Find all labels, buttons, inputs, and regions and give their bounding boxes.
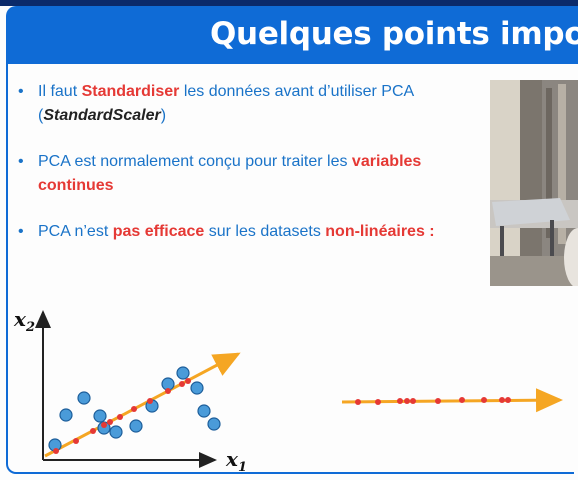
- projection-point: [375, 399, 381, 405]
- projection-point: [404, 398, 410, 404]
- projection-point: [397, 398, 403, 404]
- data-point: [129, 419, 143, 433]
- x-axis-label: x1: [225, 447, 247, 475]
- bullet-item: • Il faut Standardiser les données avant…: [18, 80, 488, 128]
- bullet-highlight: variables continues: [38, 153, 422, 194]
- projection-point: [179, 381, 185, 387]
- slide-title: Quelques points import: [210, 16, 578, 52]
- projection-point: [435, 398, 441, 404]
- top-bar: [0, 0, 578, 6]
- data-point: [77, 391, 91, 405]
- projection-point: [107, 419, 113, 425]
- projection-point: [481, 397, 487, 403]
- bullet-highlight: non-linéaires :: [325, 223, 435, 240]
- projection-point: [459, 397, 465, 403]
- bullet-highlight: pas efficace: [112, 223, 205, 240]
- data-point: [109, 425, 123, 439]
- bullet-list: • Il faut Standardiser les données avant…: [18, 80, 488, 266]
- data-point: [207, 417, 221, 431]
- projection-point: [355, 399, 361, 405]
- bullet-highlight: Standardiser: [81, 83, 180, 100]
- projection-point: [131, 406, 137, 412]
- bullet-text: PCA est normalement conçu pour traiter l…: [38, 153, 352, 170]
- projection-point: [73, 438, 79, 444]
- projected-1d-points: [355, 397, 511, 405]
- bullet-dot-icon: •: [18, 83, 24, 100]
- bullet-text: PCA n’est: [38, 223, 113, 240]
- data-point: [93, 409, 107, 423]
- bullet-code: StandardScaler: [43, 107, 161, 124]
- webcam-scene: [490, 80, 578, 286]
- projection-point: [90, 428, 96, 434]
- bullet-item: • PCA n’est pas efficace sur les dataset…: [18, 220, 488, 244]
- projection-point: [185, 378, 191, 384]
- data-points: [48, 366, 221, 452]
- bullet-text: les données avant d’utiliser PCA (: [38, 83, 414, 124]
- bullet-dot-icon: •: [18, 153, 24, 170]
- projection-point: [101, 422, 107, 428]
- projection-point: [499, 397, 505, 403]
- bullet-text: ): [160, 107, 167, 124]
- projected-axis-arrow: [341, 388, 563, 413]
- bullet-text: Il faut: [38, 83, 82, 100]
- projection-point: [53, 448, 59, 454]
- projection-point: [117, 414, 123, 420]
- bullet-item: • PCA est normalement conçu pour traiter…: [18, 150, 488, 198]
- projection-point: [147, 398, 153, 404]
- slide-header: Quelques points import: [6, 6, 578, 64]
- data-point: [190, 381, 204, 395]
- webcam-image: [490, 80, 578, 286]
- data-point: [176, 366, 190, 380]
- y-axis-label: x2: [13, 307, 35, 335]
- data-point: [59, 408, 73, 422]
- projection-point: [505, 397, 511, 403]
- projection-point: [410, 398, 416, 404]
- projection-point: [165, 388, 171, 394]
- slide-frame: [6, 64, 574, 474]
- projected-points: [53, 378, 191, 454]
- bullet-text: sur les datasets: [204, 223, 326, 240]
- data-point: [197, 404, 211, 418]
- bullet-dot-icon: •: [18, 223, 24, 240]
